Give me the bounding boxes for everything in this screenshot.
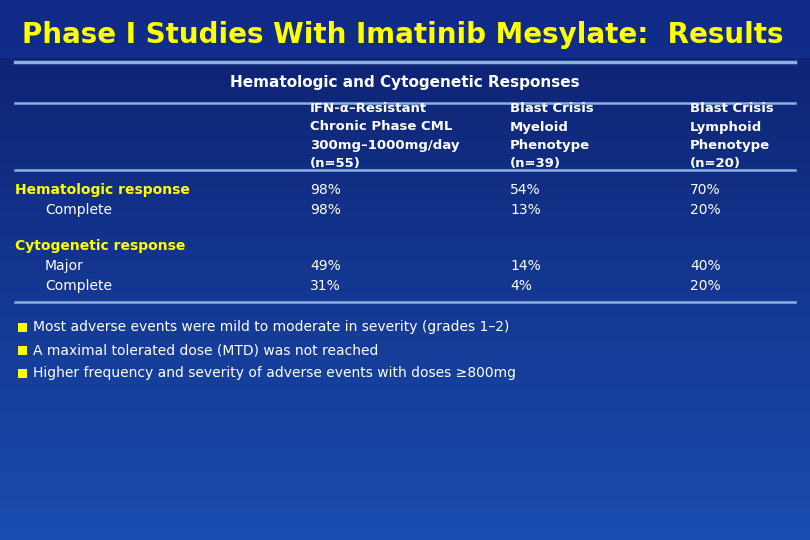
Text: Most adverse events were mild to moderate in severity (grades 1–2): Most adverse events were mild to moderat…	[33, 320, 509, 334]
FancyBboxPatch shape	[18, 346, 27, 354]
Text: 20%: 20%	[690, 203, 721, 217]
Text: Blast Crisis
Myeloid
Phenotype
(n=39): Blast Crisis Myeloid Phenotype (n=39)	[510, 103, 594, 170]
Text: 40%: 40%	[690, 259, 721, 273]
Text: 14%: 14%	[510, 259, 541, 273]
Text: 49%: 49%	[310, 259, 341, 273]
Text: 54%: 54%	[510, 183, 540, 197]
Text: Complete: Complete	[45, 203, 112, 217]
Text: 4%: 4%	[510, 279, 532, 293]
Text: Hematologic response: Hematologic response	[15, 183, 190, 197]
Text: Complete: Complete	[45, 279, 112, 293]
FancyBboxPatch shape	[18, 322, 27, 332]
Text: Cytogenetic response: Cytogenetic response	[15, 239, 185, 253]
Text: Major: Major	[45, 259, 84, 273]
Text: 98%: 98%	[310, 203, 341, 217]
Text: 13%: 13%	[510, 203, 541, 217]
Text: 20%: 20%	[690, 279, 721, 293]
FancyBboxPatch shape	[0, 0, 810, 58]
Text: 70%: 70%	[690, 183, 721, 197]
Text: IFN-α–Resistant
Chronic Phase CML
300mg–1000mg/day
(n=55): IFN-α–Resistant Chronic Phase CML 300mg–…	[310, 103, 459, 170]
Text: Blast Crisis
Lymphoid
Phenotype
(n=20): Blast Crisis Lymphoid Phenotype (n=20)	[690, 103, 774, 170]
Text: Higher frequency and severity of adverse events with doses ≥800mg: Higher frequency and severity of adverse…	[33, 366, 516, 380]
Text: Phase I Studies With Imatinib Mesylate:  Results: Phase I Studies With Imatinib Mesylate: …	[22, 21, 783, 49]
Text: Hematologic and Cytogenetic Responses: Hematologic and Cytogenetic Responses	[230, 75, 580, 90]
FancyBboxPatch shape	[18, 368, 27, 377]
Text: 98%: 98%	[310, 183, 341, 197]
Text: A maximal tolerated dose (MTD) was not reached: A maximal tolerated dose (MTD) was not r…	[33, 343, 378, 357]
Text: 31%: 31%	[310, 279, 341, 293]
